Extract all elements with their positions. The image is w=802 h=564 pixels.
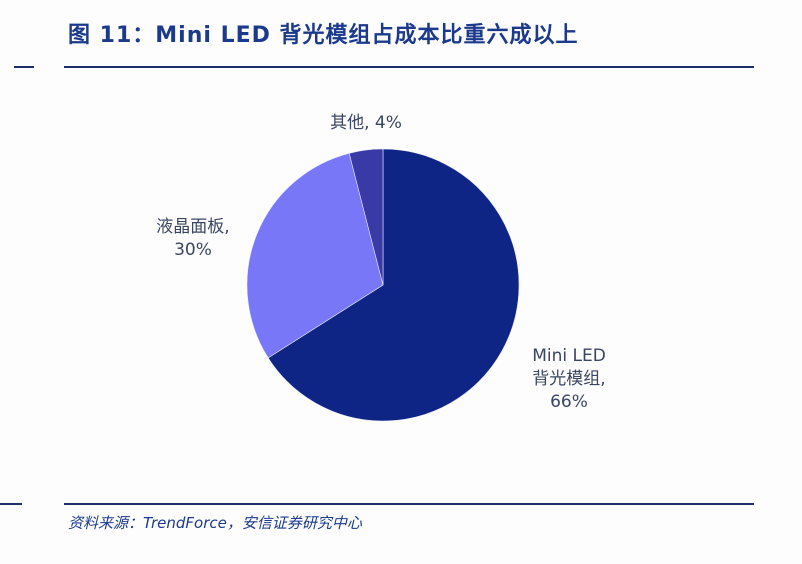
footer-rule-short [0, 503, 22, 505]
label-mini-value: 66% [550, 392, 588, 412]
chart-title: 图 11：Mini LED 背光模组占成本比重六成以上 [68, 23, 579, 48]
label-mini-sub: 背光模组, [532, 369, 606, 389]
title-rule-long [64, 66, 754, 68]
source-note: 资料来源：TrendForce，安信证券研究中心 [68, 514, 362, 532]
label-lcd-name: 液晶面板, [156, 217, 230, 237]
slice-lcd-panel [246, 152, 384, 359]
label-mini-name: Mini LED [532, 346, 606, 366]
label-lcd-value: 30% [174, 240, 212, 260]
footer-rule-long [64, 503, 754, 505]
label-lcd-panel: 液晶面板, 30% [138, 216, 248, 262]
title-rule-short [14, 66, 34, 68]
label-other: 其他, 4% [330, 113, 402, 133]
slice-other [348, 148, 384, 286]
slice-mini-led [267, 148, 520, 422]
label-mini-led: Mini LED 背光模组, 66% [514, 345, 624, 414]
